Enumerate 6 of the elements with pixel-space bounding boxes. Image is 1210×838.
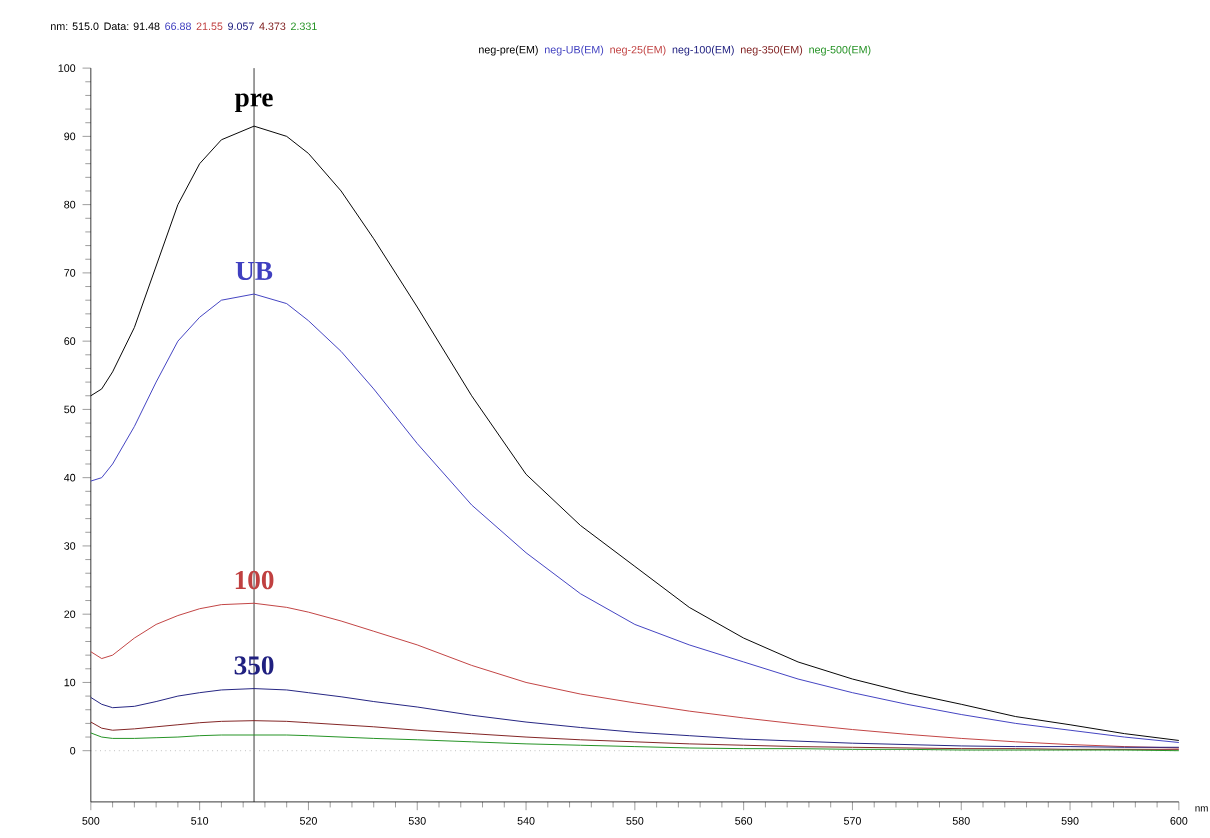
line-series xyxy=(90,602,1180,749)
annotation: UB xyxy=(235,261,273,280)
line-series xyxy=(90,293,1180,743)
annotation: 350 xyxy=(234,655,274,675)
annotation: 100 xyxy=(235,570,274,589)
annotation: pre xyxy=(234,92,273,112)
